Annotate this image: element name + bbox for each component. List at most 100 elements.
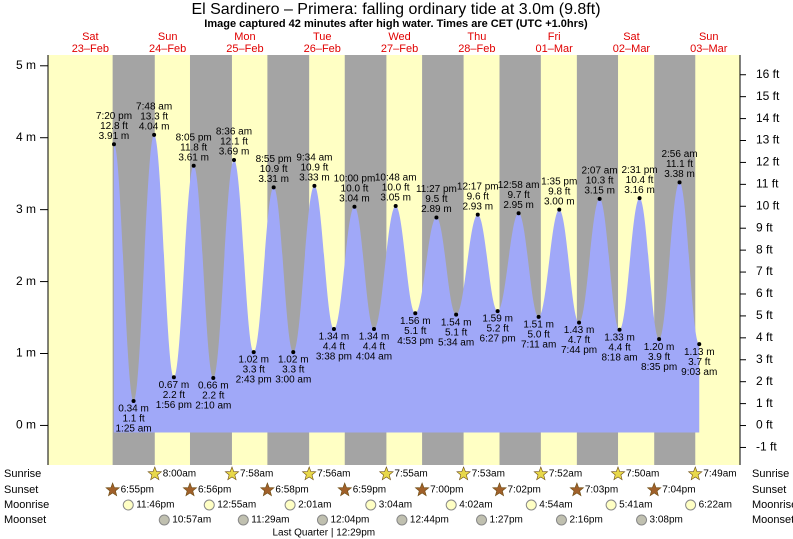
extremum-label: 2.2 ft: [163, 390, 185, 401]
day-date: 25–Feb: [226, 43, 263, 55]
extremum-label: 8:18 am: [601, 352, 637, 363]
sunrise-time: 7:49am: [703, 469, 736, 480]
extremum-dot: [597, 196, 602, 201]
extremum-label: 9.6 ft: [467, 191, 489, 202]
day-date: 23–Feb: [72, 43, 109, 55]
sunset-time: 6:58pm: [275, 485, 308, 496]
moonrise-icon: [365, 499, 377, 511]
extremum-label: 3.16 m: [624, 185, 655, 196]
moonset-time: 1:27pm: [490, 515, 523, 526]
extremum-dot: [152, 132, 157, 137]
extremum-dot: [413, 311, 418, 316]
sunrise-time: 7:58am: [240, 469, 273, 480]
y2-tick-label: 10 ft: [756, 198, 780, 212]
sunrise-icon: [687, 466, 703, 481]
sunset-icon: [337, 482, 353, 497]
extremum-label: 1.13 m: [684, 347, 715, 358]
day-date: 01–Mar: [536, 43, 574, 55]
extremum-label: 8:36 am: [216, 127, 252, 138]
extremum-label: 2:31 pm: [621, 165, 657, 176]
sunrise-time: 7:52am: [549, 469, 582, 480]
extremum-dot: [637, 196, 642, 201]
extremum-dot: [393, 204, 398, 209]
y2-tick-label: 6 ft: [756, 286, 773, 300]
y2-tick-label: 16 ft: [756, 67, 780, 81]
y2-tick-label: 3 ft: [756, 352, 773, 366]
sunset-time: 7:00pm: [430, 485, 463, 496]
moonrise-time: 2:01am: [298, 500, 331, 511]
extremum-label: 3.69 m: [219, 147, 250, 158]
day-name: Sat: [82, 31, 99, 43]
extremum-label: 2.89 m: [421, 204, 452, 215]
extremum-dot: [331, 327, 336, 332]
extremum-label: 13.3 ft: [140, 111, 168, 122]
y-tick-label: 3 m: [16, 202, 36, 216]
moonset-icon: [158, 514, 170, 526]
moonset-icon: [555, 514, 567, 526]
y2-tick-label: 2 ft: [756, 374, 773, 388]
moonrise-icon: [525, 499, 537, 511]
extremum-label: 12:58 am: [498, 180, 540, 191]
extremum-label: 11.8 ft: [180, 142, 207, 153]
sunrise-icon: [456, 466, 472, 481]
extremum-label: 1.34 m: [359, 332, 390, 343]
sunset-time: 7:03pm: [585, 485, 618, 496]
moonset-icon: [237, 514, 249, 526]
moonset-time: 11:29am: [251, 515, 289, 526]
extremum-dot: [516, 211, 521, 216]
extremum-label: 4:04 am: [356, 352, 392, 363]
extremum-label: 6:27 pm: [480, 334, 516, 345]
extremum-label: 1.1 ft: [122, 414, 144, 425]
extremum-label: 3.61 m: [178, 152, 209, 163]
extremum-dot: [577, 320, 582, 325]
extremum-dot: [271, 185, 276, 190]
day-date: 02–Mar: [613, 43, 651, 55]
extremum-label: 9.7 ft: [507, 190, 529, 201]
moonset-icon: [316, 514, 328, 526]
row-label: Moonset: [752, 514, 793, 526]
extremum-label: 4:53 pm: [397, 336, 433, 347]
sunset-icon: [491, 482, 508, 497]
row-label: Sunrise: [4, 468, 41, 480]
extremum-label: 1.43 m: [564, 325, 595, 336]
extremum-label: 10.9 ft: [260, 164, 288, 175]
extremum-dot: [434, 215, 439, 220]
y2-tick-label: 0 ft: [756, 418, 773, 432]
extremum-label: 5.2 ft: [486, 324, 508, 335]
moonset-icon: [396, 514, 408, 526]
sunset-icon: [646, 482, 662, 497]
chart-subtitle: Image captured 42 minutes after high wat…: [204, 18, 588, 30]
tide-area: [113, 134, 700, 433]
extremum-label: 5:34 am: [438, 337, 474, 348]
extremum-label: 8:55 pm: [256, 154, 292, 165]
day-name: Sat: [623, 31, 640, 43]
extremum-label: 3.31 m: [258, 174, 289, 185]
extremum-dot: [657, 337, 662, 342]
extremum-label: 3.3 ft: [282, 365, 304, 376]
row-label: Moonset: [4, 514, 46, 526]
extremum-dot: [131, 398, 136, 403]
extremum-label: 2:10 am: [195, 401, 231, 412]
extremum-label: 1.56 m: [400, 316, 431, 327]
sunset-icon: [259, 482, 275, 497]
day-date: 27–Feb: [381, 43, 418, 55]
y-tick-label: 1 m: [16, 346, 36, 360]
sunrise-icon: [378, 466, 394, 481]
moonrise-time: 5:41am: [619, 500, 652, 511]
day-name: Wed: [388, 31, 410, 43]
extremum-label: 9.5 ft: [425, 194, 447, 205]
extremum-label: 5.1 ft: [445, 327, 467, 338]
moonset-time: 10:57am: [172, 515, 211, 526]
moonset-icon: [476, 514, 488, 526]
extremum-dot: [536, 314, 541, 319]
extremum-label: 10.0 ft: [341, 183, 369, 194]
extremum-label: 0.66 m: [198, 381, 229, 392]
extremum-label: 3.15 m: [584, 186, 615, 197]
extremum-label: 3.9 ft: [648, 352, 670, 363]
sunrise-time: 7:56am: [317, 469, 350, 480]
extremum-label: 8:35 pm: [641, 362, 677, 373]
moonset-time: 12:44pm: [410, 515, 449, 526]
extremum-dot: [697, 342, 702, 347]
sunrise-icon: [610, 466, 626, 481]
moonrise-time: 12:55am: [217, 500, 256, 511]
